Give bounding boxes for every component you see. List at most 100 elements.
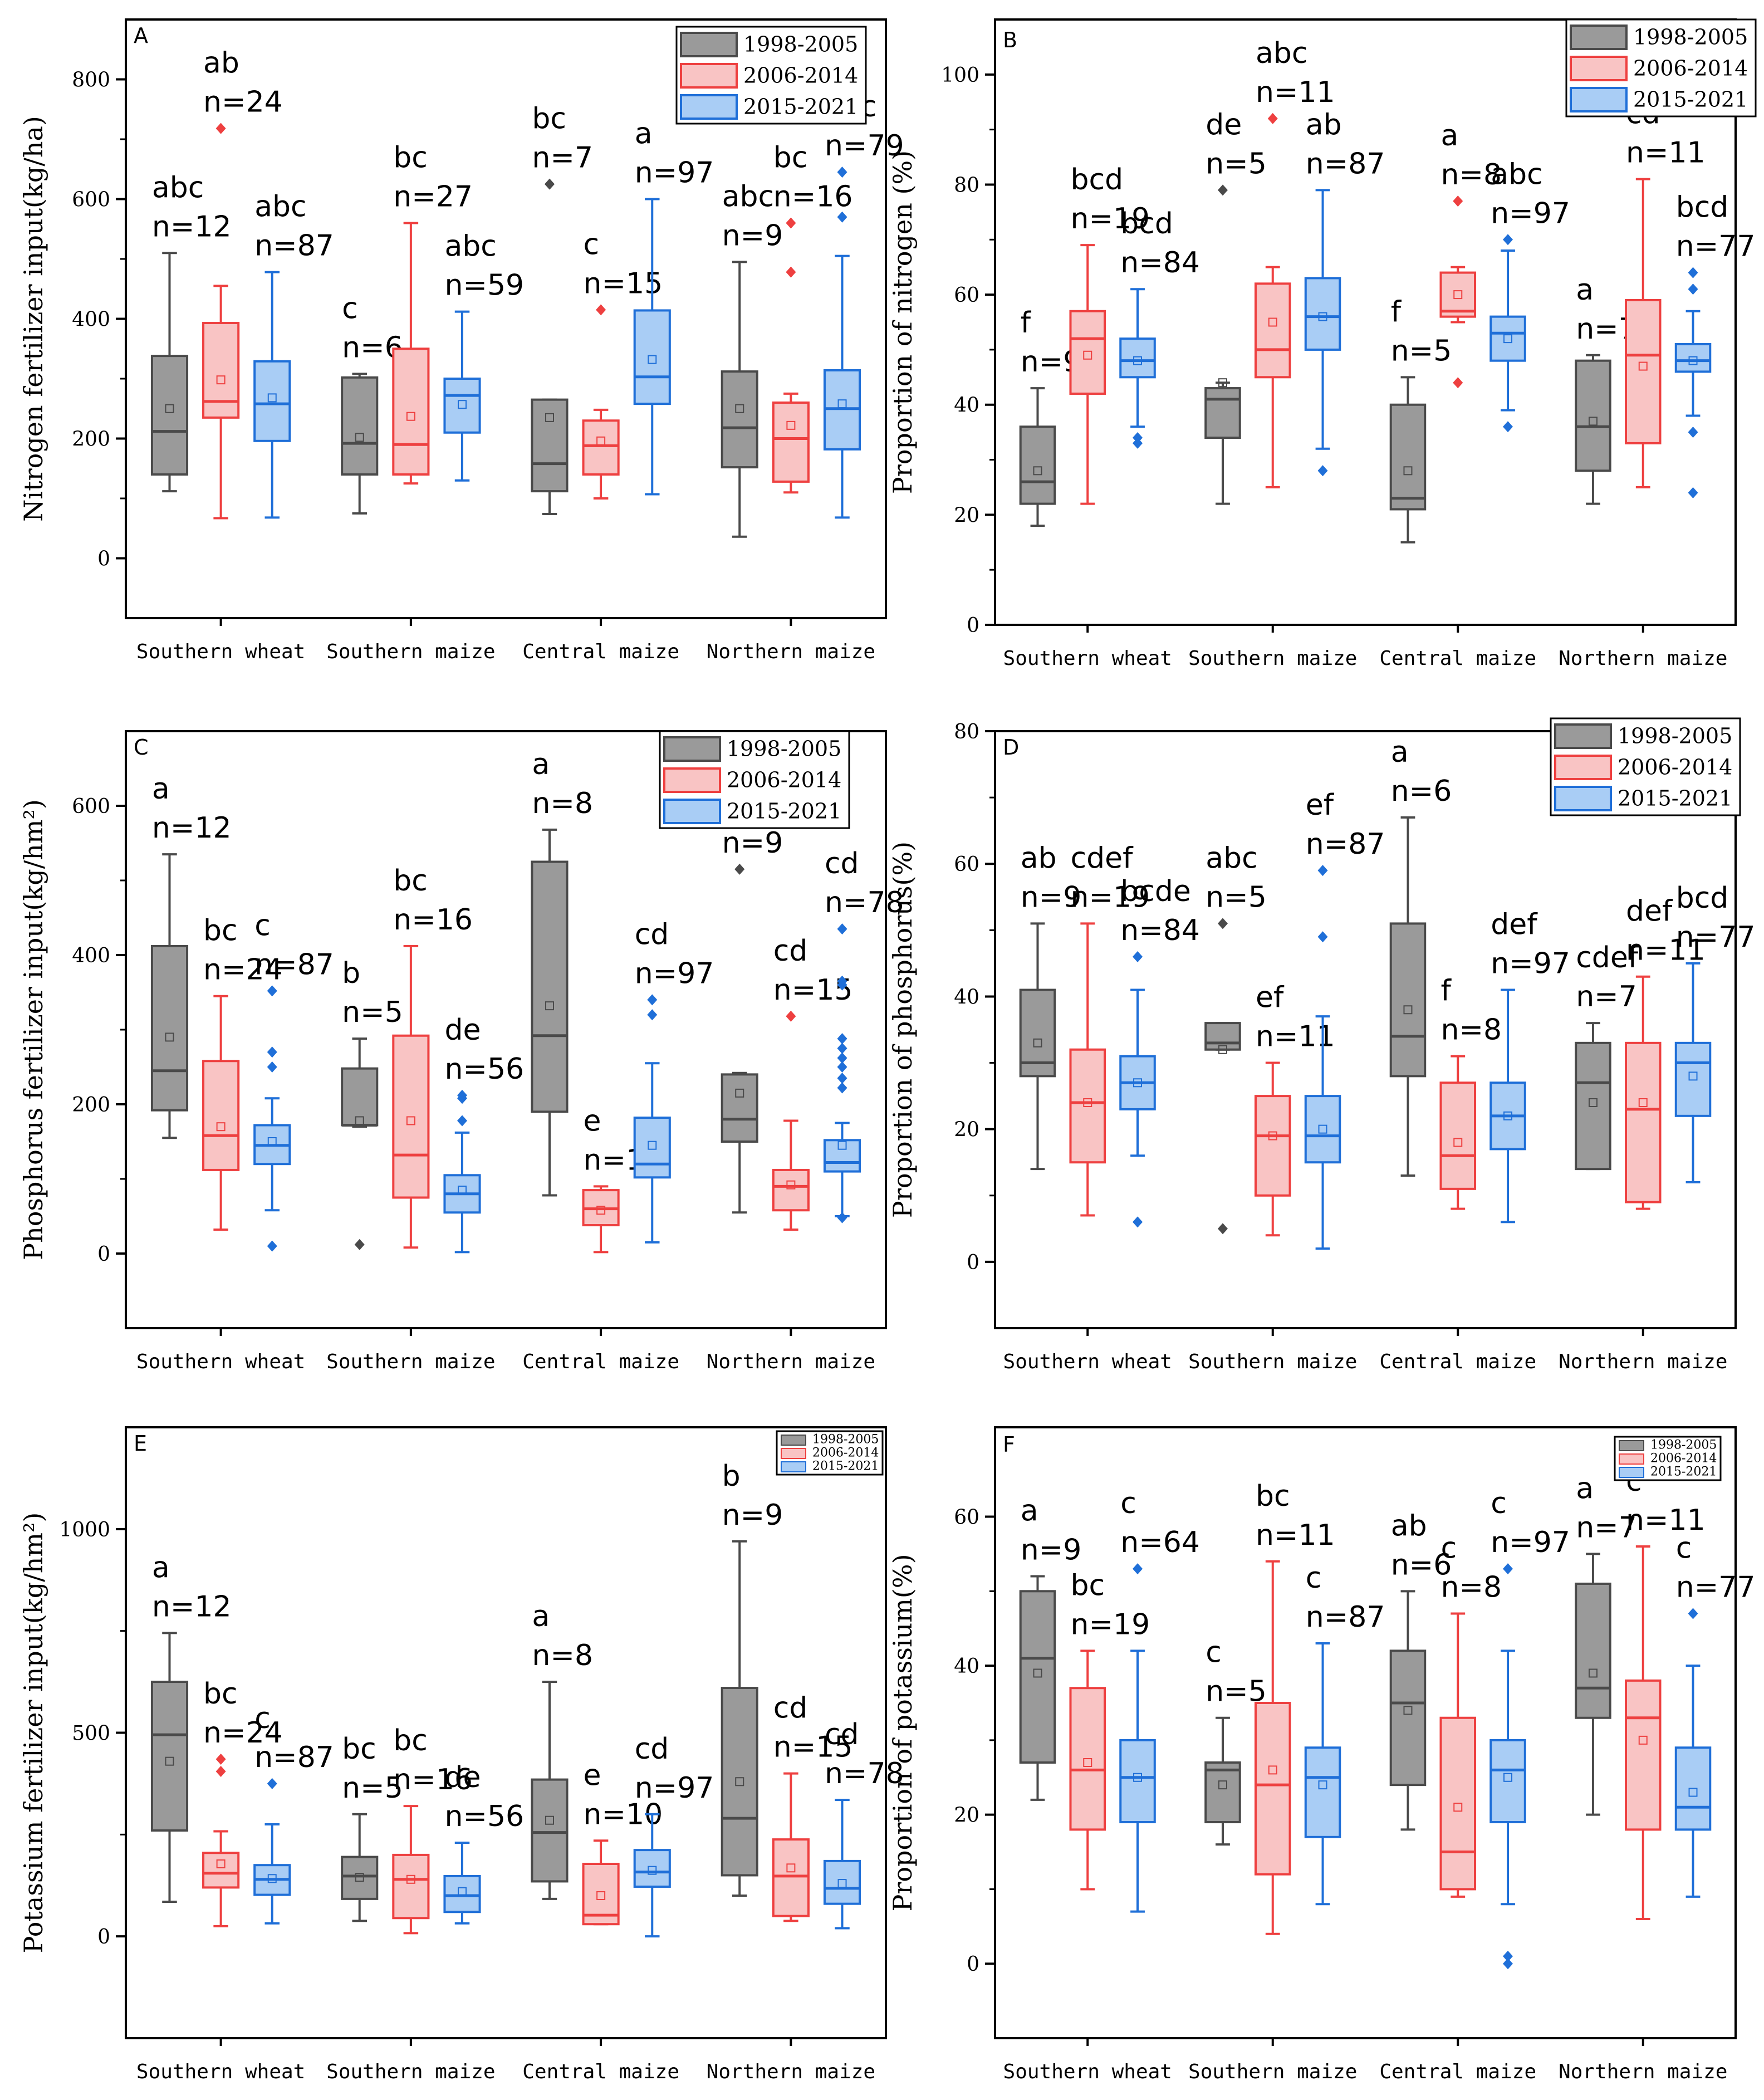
y-tick-label: 400: [72, 309, 110, 331]
significance-letter: cd: [773, 1692, 808, 1725]
sample-size-label: n=7: [1576, 980, 1637, 1014]
outlier-point: [267, 1240, 277, 1252]
sample-size-label: n=97: [635, 957, 714, 990]
box-central-maize-2006-2014: n=8 f: [1439, 975, 1502, 1210]
sample-size-label: n=87: [254, 948, 334, 981]
significance-letter: a: [635, 118, 653, 151]
significance-letter: abc: [254, 190, 306, 224]
y-axis-title: Phosphorus fertilizer input(kg/hm²): [18, 799, 48, 1260]
x-tick-label: Northern maize: [707, 640, 875, 663]
y-tick-label: 60: [954, 1506, 979, 1529]
sample-size-label: n=64: [1120, 1526, 1200, 1559]
significance-letter: e: [584, 1104, 601, 1138]
box-northern-maize-2015-2021: n=77 c: [1674, 1531, 1756, 1898]
sample-size-label: n=9: [1021, 880, 1082, 914]
mean-marker: [1503, 1773, 1513, 1782]
legend-label: 2006-2014: [743, 63, 858, 87]
mean-marker: [735, 404, 744, 413]
box-northern-maize-1998-2005: n=7 a: [1575, 1472, 1637, 1816]
sample-size-label: n=8: [1440, 1014, 1502, 1047]
box-southern-wheat-2015-2021: n=84 bcde: [1119, 875, 1200, 1228]
box-iqr: [772, 402, 810, 483]
box-southern-wheat-2015-2021: n=64 c: [1119, 1487, 1200, 1913]
outlier-point: [1503, 1950, 1513, 1962]
box-iqr: [1624, 1041, 1662, 1203]
box-central-maize-2006-2014: n=8 c: [1439, 1531, 1502, 1898]
mean-marker: [1033, 1038, 1042, 1047]
box-southern-wheat-2015-2021: n=87 abc: [253, 190, 334, 519]
sample-size-label: n=11: [1256, 76, 1335, 109]
box-southern-wheat-2015-2021: n=84 bcd: [1119, 207, 1200, 449]
outlier-point: [647, 994, 658, 1006]
significance-letter: a: [532, 1600, 550, 1633]
box-southern-maize-1998-2005: n=5 abc: [1204, 841, 1267, 1235]
sample-size-label: n=16: [773, 180, 853, 214]
outlier-point: [786, 217, 796, 229]
mean-marker: [1318, 312, 1327, 321]
box-central-maize-1998-2005: n=8 a: [531, 748, 593, 1197]
mean-marker: [267, 1137, 277, 1146]
x-tick-label: Southern wheat: [1003, 1350, 1172, 1373]
significance-letter: c: [1491, 1487, 1507, 1520]
box-iqr: [823, 1139, 861, 1173]
outlier-point: [734, 863, 745, 875]
y-tick-label: 1000: [59, 1519, 110, 1541]
x-tick-label: Central maize: [1379, 2060, 1536, 2083]
y-tick-label: 0: [97, 1926, 110, 1949]
box-iqr: [202, 1060, 240, 1171]
sample-size-label: n=15: [773, 1731, 853, 1764]
significance-letter: cd: [825, 1718, 859, 1751]
x-tick-label: Northern maize: [707, 1350, 875, 1373]
legend-label: 1998-2005: [1618, 723, 1732, 748]
mean-marker: [648, 1866, 657, 1875]
box-central-maize-2006-2014: n=8 a: [1439, 119, 1502, 389]
outlier-point: [1688, 487, 1698, 498]
significance-letter: a: [532, 748, 550, 781]
box-southern-maize-2006-2014: n=16 bc: [392, 1724, 473, 1935]
panel-D: D 0 20 40 60 80 Proportion of phosphorus(%) Sou…: [888, 717, 1755, 1373]
mean-marker: [1403, 1706, 1413, 1715]
sample-size-label: n=8: [532, 787, 593, 820]
sample-size-label: n=24: [203, 86, 283, 119]
y-axis-title: Proportion of potassium(%): [888, 1554, 918, 1911]
mean-marker: [1218, 378, 1227, 388]
y-tick-label: 40: [954, 1655, 979, 1678]
box-southern-wheat-2006-2014: n=24 bc: [202, 1677, 283, 1927]
box-southern-wheat-2006-2014: n=19 cdef: [1069, 841, 1150, 1217]
mean-marker: [355, 1116, 364, 1125]
panel-letter: D: [1003, 735, 1019, 760]
box-southern-maize-2006-2014: n=16 bc: [392, 864, 473, 1249]
significance-letter: bc: [203, 1677, 238, 1711]
significance-letter: ef: [1306, 789, 1335, 822]
sample-size-label: n=15: [584, 267, 663, 300]
sample-size-label: n=97: [635, 1771, 714, 1805]
mean-marker: [267, 393, 277, 403]
x-tick-label: Northern maize: [1559, 2060, 1727, 2083]
mean-marker: [1588, 1098, 1598, 1108]
legend-swatch: [781, 1435, 806, 1446]
significance-letter: c: [1440, 1531, 1457, 1565]
box-iqr: [1254, 1701, 1291, 1876]
box-northern-maize-2015-2021: n=77 bcd: [1674, 191, 1755, 498]
box-southern-maize-2015-2021: n=56 de: [443, 1761, 524, 1925]
y-tick-label: 60: [954, 284, 979, 307]
significance-letter: f: [1440, 975, 1452, 1008]
legend-label: 1998-2005: [812, 1432, 879, 1446]
significance-letter: c: [254, 909, 271, 942]
sample-size-label: n=12: [152, 811, 232, 845]
y-tick-label: 40: [954, 394, 979, 417]
y-tick-label: 200: [72, 1094, 110, 1117]
outlier-point: [596, 304, 606, 316]
box-iqr: [582, 419, 620, 476]
sample-size-label: n=77: [1676, 1570, 1756, 1604]
mean-marker: [165, 1756, 174, 1766]
significance-letter: de: [444, 1014, 481, 1047]
legend-swatch: [1619, 1467, 1644, 1478]
significance-letter: abc: [444, 230, 496, 263]
significance-letter: bc: [532, 102, 566, 136]
box-southern-wheat-1998-2005: n=12 abc: [150, 171, 232, 493]
outlier-point: [267, 1061, 277, 1073]
mean-marker: [648, 355, 657, 364]
